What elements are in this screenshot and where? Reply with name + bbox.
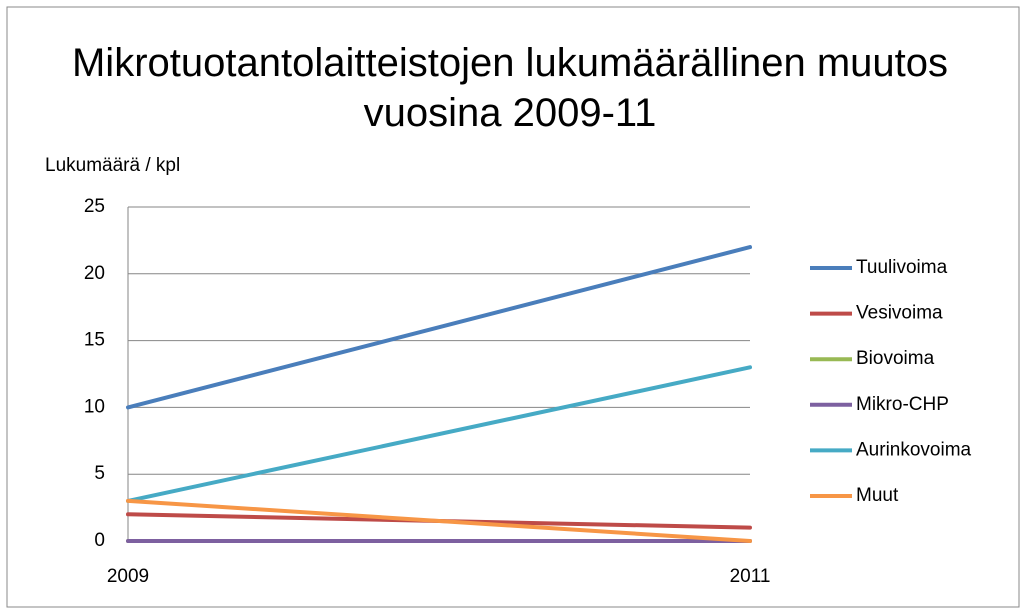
legend-label: Mikro-CHP bbox=[856, 394, 949, 415]
x-tick-label: 2011 bbox=[730, 566, 771, 587]
series-line bbox=[126, 245, 752, 410]
chart-title: Mikrotuotantolaitteistojen lukumäärällin… bbox=[71, 41, 948, 135]
y-axis-label: Lukumäärä / kpl bbox=[45, 155, 180, 176]
legend-label: Tuulivoima bbox=[856, 257, 948, 278]
y-tick-label: 20 bbox=[84, 263, 105, 284]
series-line bbox=[126, 365, 752, 503]
legend-label: Aurinkovoima bbox=[856, 439, 972, 460]
y-tick-label: 5 bbox=[94, 463, 105, 484]
legend-label: Biovoima bbox=[856, 348, 935, 369]
y-tick-label: 0 bbox=[94, 530, 105, 551]
legend-label: Vesivoima bbox=[856, 303, 943, 324]
y-tick-label: 25 bbox=[84, 196, 105, 217]
series-line bbox=[126, 498, 752, 543]
y-tick-label: 15 bbox=[84, 330, 105, 351]
y-tick-label: 10 bbox=[84, 396, 105, 417]
x-tick-label: 2009 bbox=[107, 566, 149, 587]
legend-label: Muut bbox=[856, 485, 899, 506]
